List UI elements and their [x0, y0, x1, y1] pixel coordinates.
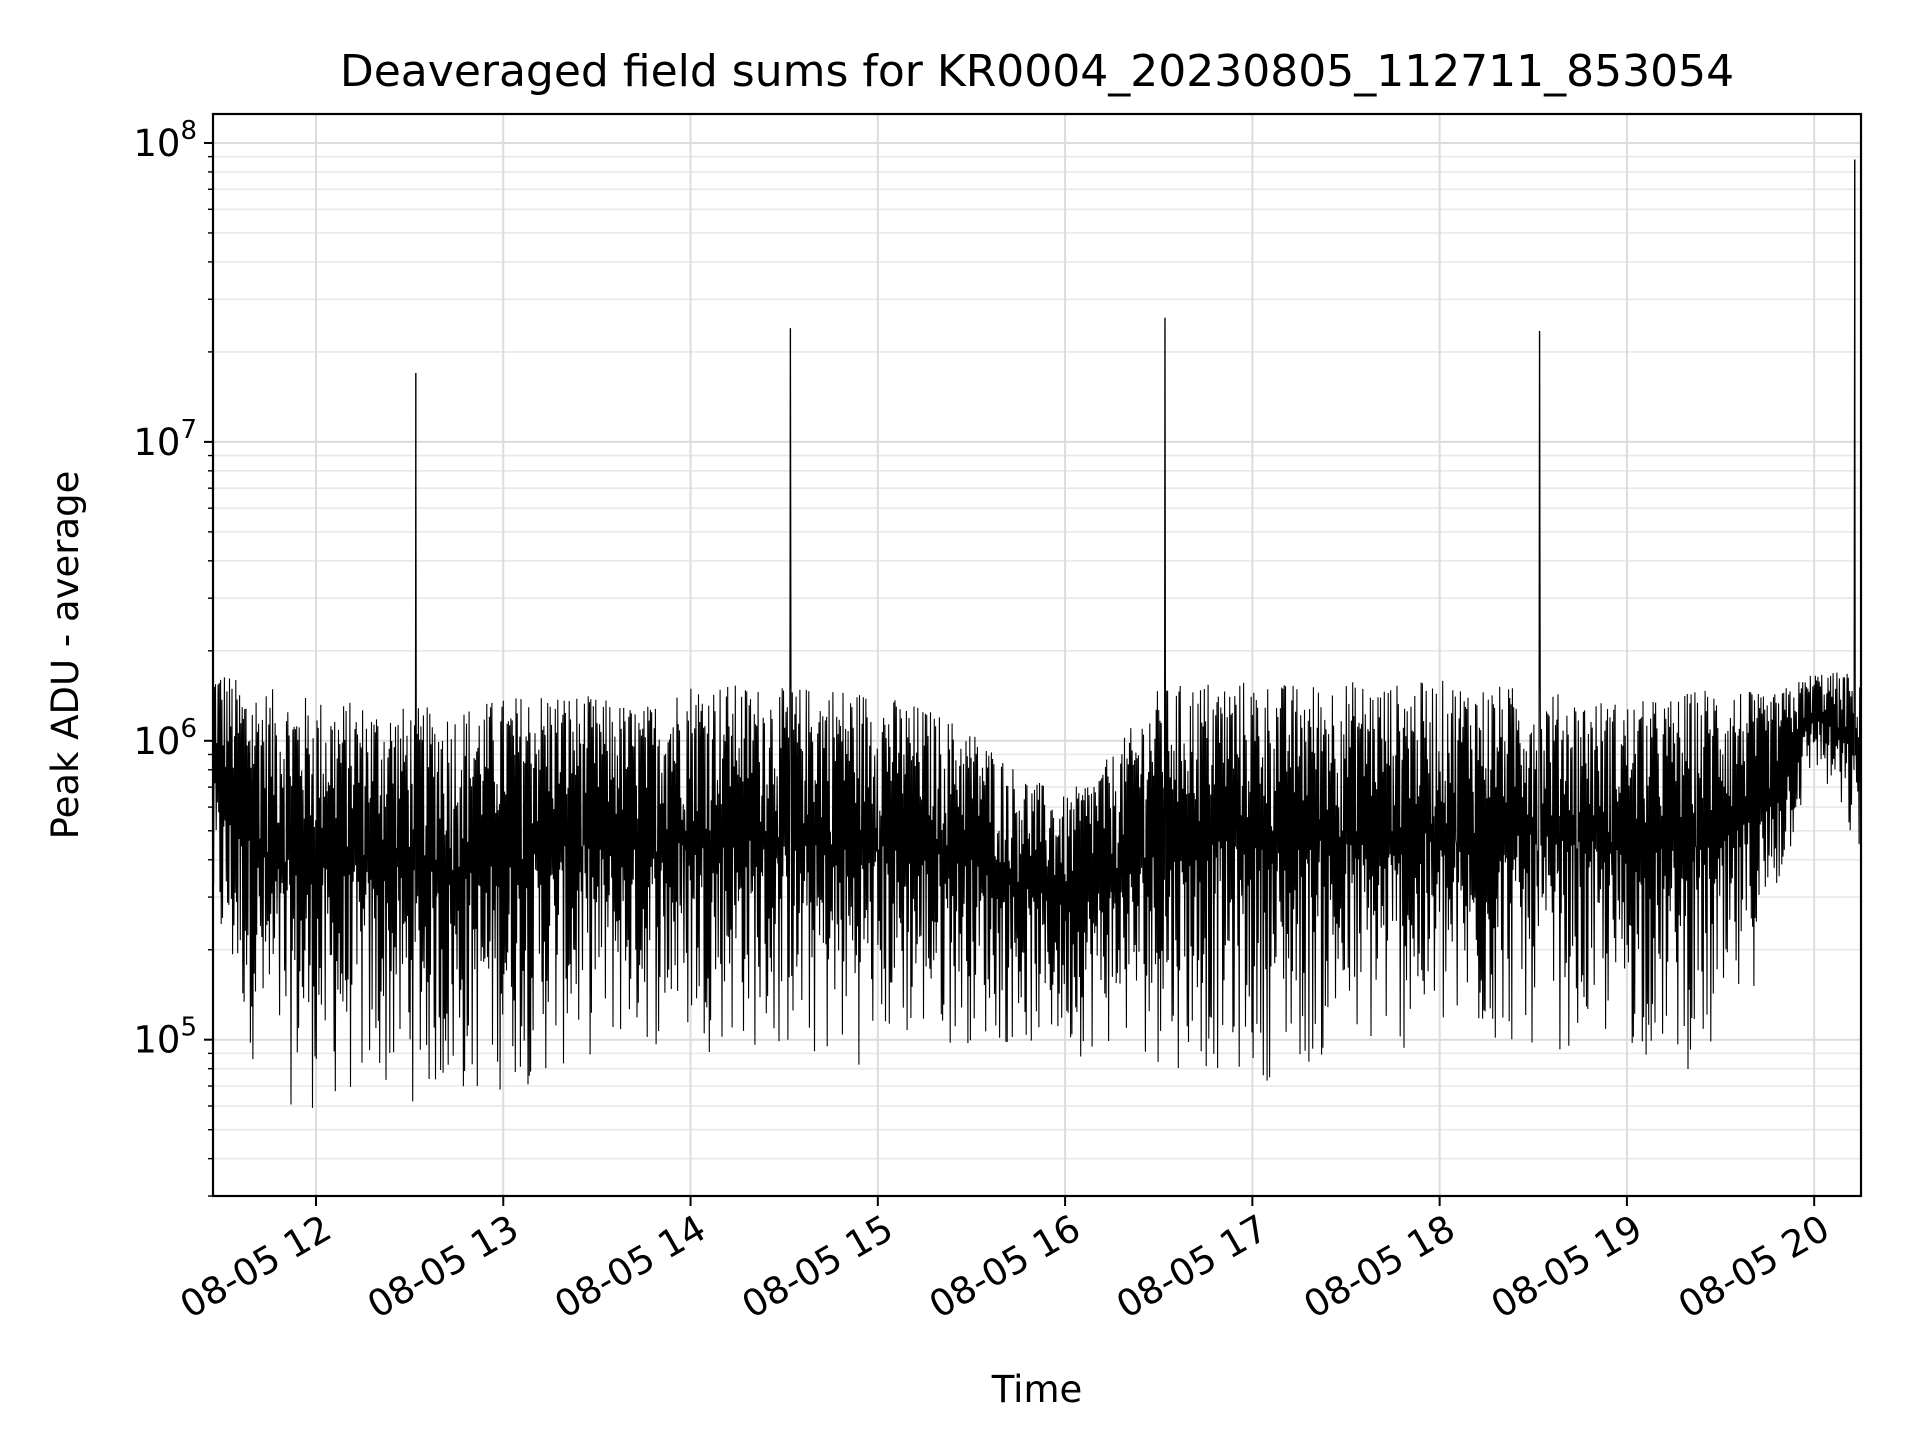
y-tick-base: 10: [133, 421, 180, 464]
plot-frame: [211, 112, 1863, 1198]
y-tick-base: 10: [133, 1019, 180, 1062]
y-tick-base: 10: [133, 122, 180, 165]
x-axis-label: Time: [991, 1368, 1083, 1411]
chart-title: Deaveraged field sums for KR0004_2023080…: [340, 46, 1734, 97]
y-axis-label: Peak ADU - average: [44, 471, 87, 840]
y-tick-label: 105: [133, 1013, 197, 1062]
series-line: [212, 159, 1862, 1108]
y-tick-label: 108: [133, 116, 197, 165]
y-tick-label: 106: [133, 714, 197, 763]
data-series: [212, 159, 1862, 1108]
y-tick-exponent: 5: [180, 1013, 197, 1043]
y-tick-exponent: 6: [180, 714, 197, 744]
y-tick-base: 10: [133, 720, 180, 763]
y-tick-exponent: 8: [180, 116, 197, 146]
y-tick-exponent: 7: [180, 415, 197, 445]
y-tick-label: 107: [133, 415, 197, 464]
